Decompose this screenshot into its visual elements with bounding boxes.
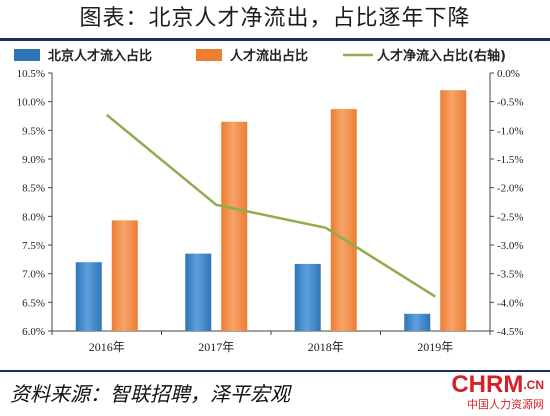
source-note: 资料来源：智联招聘，泽平宏观 — [10, 382, 290, 406]
x-tick-label: 2016年 — [89, 340, 125, 354]
legend-swatch-0 — [14, 49, 40, 61]
left-tick-label: 9.5% — [22, 125, 45, 137]
left-tick-label: 10.5% — [17, 68, 45, 80]
x-tick-label: 2017年 — [198, 340, 234, 354]
watermark-text: CHRM — [451, 371, 524, 398]
bar-outflow — [330, 109, 357, 332]
left-axis-ticks: 6.0% 6.5% 7.0% 7.5% 8.0% 8.5% 9.0% 9.5% 10.0% 10.… — [17, 68, 52, 338]
bar-inflow — [185, 253, 212, 331]
right-axis-ticks: -4.5% -4.0% -3.5% -3.0% -2.5% -2.0% -1.5% -1.0%… — [490, 68, 524, 338]
bar-outflow — [221, 121, 248, 331]
left-tick-label: 8.5% — [22, 183, 45, 195]
right-tick-label: -4.5% — [497, 326, 524, 338]
left-tick-label: 8.0% — [22, 211, 45, 223]
left-tick-label: 7.0% — [22, 269, 45, 281]
left-tick-label: 7.5% — [22, 240, 45, 252]
bars — [75, 90, 467, 332]
right-tick-label: -3.5% — [497, 269, 524, 281]
bar-inflow — [75, 262, 102, 331]
net-inflow-line — [105, 113, 436, 298]
chart-title: 图表：北京人才净流出，占比逐年下降 — [0, 0, 550, 38]
title-divider — [0, 38, 550, 41]
right-tick-label: -2.0% — [497, 183, 524, 195]
left-tick-label: 6.5% — [22, 297, 45, 309]
right-tick-label: -1.0% — [497, 125, 524, 137]
footer-divider — [0, 370, 550, 372]
right-tick-label: 0.0% — [497, 68, 520, 80]
left-tick-label: 9.0% — [22, 154, 45, 166]
chart-area: 北京人才流入占比 人才流出占比 人才净流入占比(右轴) 6.0% 6.5% 7.0% 7.… — [14, 48, 524, 354]
right-tick-label: -3.0% — [497, 240, 524, 252]
bar-outflow — [440, 90, 467, 331]
bar-outflow — [111, 220, 138, 331]
left-tick-label: 6.0% — [22, 326, 45, 338]
left-tick-label: 10.0% — [17, 97, 45, 109]
right-tick-label: -4.0% — [497, 297, 524, 309]
legend-label: 北京人才流入占比 — [48, 48, 152, 64]
watermark-suffix: .CN — [523, 378, 544, 392]
bar-inflow — [294, 263, 321, 331]
right-tick-label: -0.5% — [497, 97, 524, 109]
x-axis-ticks: 2016年 2017年 2018年 2019年 — [51, 331, 491, 354]
legend: 北京人才流入占比 人才流出占比 人才净流入占比(右轴) — [14, 48, 506, 64]
right-tick-label: -2.5% — [497, 211, 524, 223]
net-inflow-line-path — [105, 113, 436, 298]
watermark-logo: CHRM.CN 中国人力资源网 — [451, 371, 544, 412]
x-tick-label: 2019年 — [417, 340, 453, 354]
legend-swatch-1 — [196, 49, 222, 61]
legend-label: 人才净流入占比(右轴) — [377, 48, 506, 64]
legend-label: 人才流出占比 — [230, 48, 308, 64]
bar-inflow — [404, 313, 431, 331]
x-tick-label: 2018年 — [308, 340, 344, 354]
watermark-subtitle: 中国人力资源网 — [467, 398, 544, 411]
right-tick-label: -1.5% — [497, 154, 524, 166]
